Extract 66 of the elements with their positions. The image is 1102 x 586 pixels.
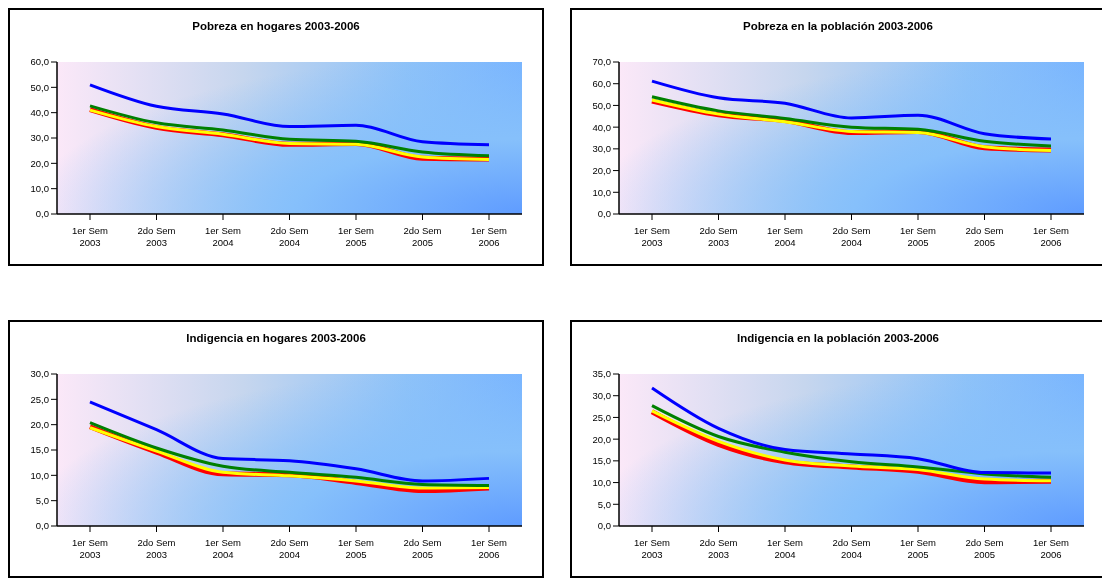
y-tick-label: 30,0 <box>592 390 611 402</box>
y-tick-label: 40,0 <box>30 107 49 119</box>
x-tick-label: 2do Sem 2003 <box>699 225 738 248</box>
x-tick-label: 1er Sem 2005 <box>338 225 375 248</box>
line-series <box>650 386 1053 475</box>
line-series <box>650 79 1053 141</box>
x-tick-label: 2do Sem 2005 <box>403 537 442 560</box>
y-tick-label: 20,0 <box>30 419 49 431</box>
y-tick-label: 30,0 <box>30 132 49 144</box>
x-tick-label: 2do Sem 2003 <box>137 225 176 248</box>
x-tick-label: 2do Sem 2005 <box>403 225 442 248</box>
x-tick-label: 2do Sem 2003 <box>699 537 738 560</box>
x-tick-label: 2do Sem 2003 <box>137 537 176 560</box>
y-tick-label: 30,0 <box>30 368 49 380</box>
chart-title: Indigencia en la población 2003-2006 <box>736 332 940 346</box>
y-tick-label: 10,0 <box>30 183 49 195</box>
y-tick-label: 10,0 <box>30 469 49 481</box>
x-tick-label: 2do Sem 2004 <box>832 225 871 248</box>
y-tick-label: 50,0 <box>30 81 49 93</box>
y-tick-label: 25,0 <box>30 393 49 405</box>
x-tick-label: 1er Sem 2006 <box>1033 225 1070 248</box>
x-tick-label: 2do Sem 2004 <box>270 537 309 560</box>
x-tick-label: 2do Sem 2005 <box>965 537 1004 560</box>
y-tick-label: 0,0 <box>35 208 49 220</box>
y-tick-label: 5,0 <box>35 495 49 507</box>
x-tick-label: 2do Sem 2004 <box>832 537 871 560</box>
x-tick-label: 1er Sem 2006 <box>1033 537 1070 560</box>
x-tick-label: 1er Sem 2004 <box>767 537 804 560</box>
y-tick-label: 0,0 <box>597 520 611 532</box>
x-tick-label: 2do Sem 2005 <box>965 225 1004 248</box>
y-tick-label: 20,0 <box>592 164 611 176</box>
y-tick-label: 20,0 <box>30 157 49 169</box>
y-tick-label: 35,0 <box>592 368 611 380</box>
y-tick-label: 70,0 <box>592 56 611 68</box>
chart-title: Indigencia en hogares 2003-2006 <box>185 332 367 346</box>
chart-title: Pobreza en la población 2003-2006 <box>742 20 934 34</box>
y-tick-label: 0,0 <box>35 520 49 532</box>
y-tick-label: 50,0 <box>592 99 611 111</box>
x-tick-label: 1er Sem 2004 <box>205 225 242 248</box>
line-series <box>88 83 491 147</box>
x-tick-label: 1er Sem 2006 <box>471 537 508 560</box>
x-tick-label: 1er Sem 2004 <box>767 225 804 248</box>
y-tick-label: 30,0 <box>592 143 611 155</box>
x-tick-label: 1er Sem 2003 <box>72 537 109 560</box>
y-tick-label: 5,0 <box>597 498 611 510</box>
x-tick-label: 2do Sem 2004 <box>270 225 309 248</box>
y-tick-label: 25,0 <box>592 411 611 423</box>
y-tick-label: 20,0 <box>592 433 611 445</box>
x-tick-label: 1er Sem 2004 <box>205 537 242 560</box>
chart-title: Pobreza en hogares 2003-2006 <box>191 20 361 34</box>
x-tick-label: 1er Sem 2005 <box>900 537 937 560</box>
y-tick-label: 60,0 <box>592 78 611 90</box>
y-tick-label: 40,0 <box>592 121 611 133</box>
x-tick-label: 1er Sem 2005 <box>900 225 937 248</box>
line-series <box>88 400 491 483</box>
y-tick-label: 0,0 <box>597 208 611 220</box>
x-tick-label: 1er Sem 2005 <box>338 537 375 560</box>
y-tick-label: 60,0 <box>30 56 49 68</box>
y-tick-label: 15,0 <box>592 455 611 467</box>
y-tick-label: 10,0 <box>592 476 611 488</box>
x-tick-label: 1er Sem 2003 <box>634 225 671 248</box>
y-tick-label: 15,0 <box>30 444 49 456</box>
x-tick-label: 1er Sem 2006 <box>471 225 508 248</box>
y-tick-label: 10,0 <box>592 186 611 198</box>
x-tick-label: 1er Sem 2003 <box>72 225 109 248</box>
x-tick-label: 1er Sem 2003 <box>634 537 671 560</box>
